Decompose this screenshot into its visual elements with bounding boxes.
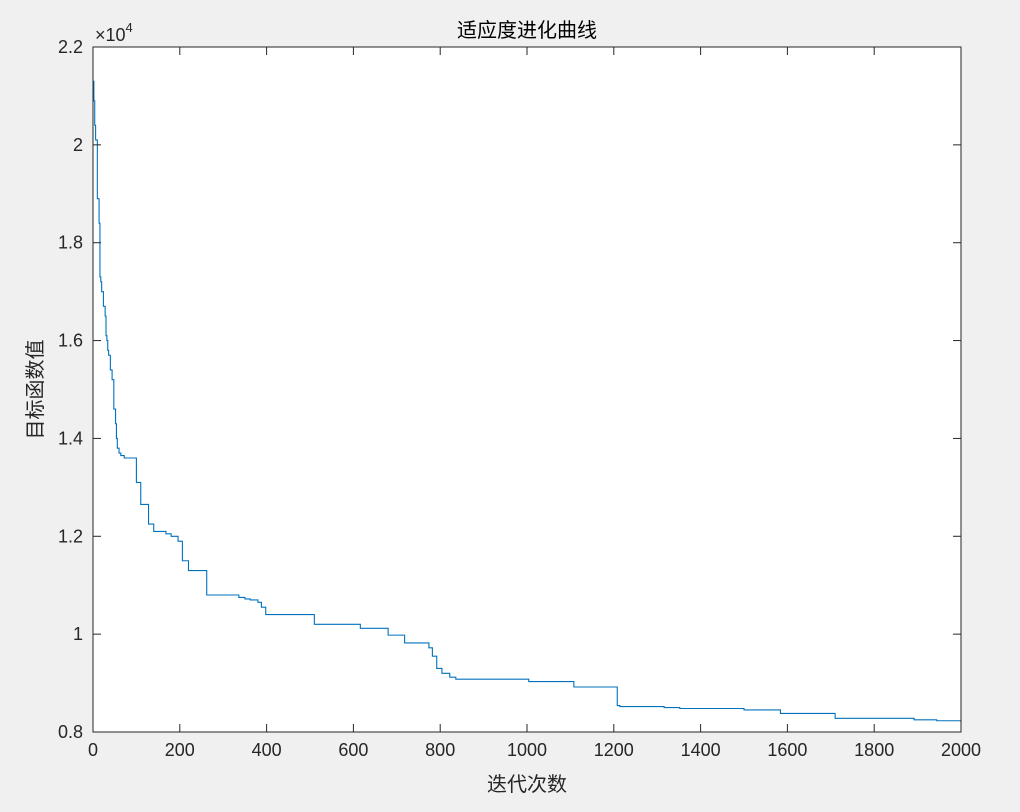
y-tick-label: 1.8 [58,233,83,253]
series-layer [93,80,962,723]
y-tick-label: 1.2 [58,526,83,546]
y-tick-label: 1.4 [58,428,83,448]
y-tick-label: 1 [73,624,83,644]
x-tick-label: 1400 [681,740,721,760]
x-tick-label: 800 [425,740,455,760]
y-axis-label: 目标函数值 [23,340,47,440]
x-tick-label: 400 [252,740,282,760]
x-tick-label: 0 [88,740,98,760]
x-tick-label: 1000 [507,740,547,760]
x-tick-label: 200 [165,740,195,760]
x-tick-label: 1200 [594,740,634,760]
y-exponent-label: ×104 [95,20,133,45]
chart-title: 适应度进化曲线 [457,18,597,42]
plot-area [93,47,961,732]
y-tick-label: 1.6 [58,331,83,351]
ticks-layer: 0 200 400 600 800 1000 1200 1400 1600 1800 2000 0.8… [58,37,981,760]
series-line [93,80,962,723]
y-tick-label: 2.2 [58,37,83,57]
x-axis-label: 迭代次数 [487,772,567,796]
x-tick-label: 2000 [941,740,981,760]
x-tick-label: 1600 [767,740,807,760]
y-exponent-base: ×10 [95,25,126,45]
y-tick-label: 2 [73,135,83,155]
x-tick-label: 1800 [854,740,894,760]
y-exponent-power: 4 [126,20,133,35]
y-tick-label: 0.8 [58,722,83,742]
x-tick-label: 600 [338,740,368,760]
